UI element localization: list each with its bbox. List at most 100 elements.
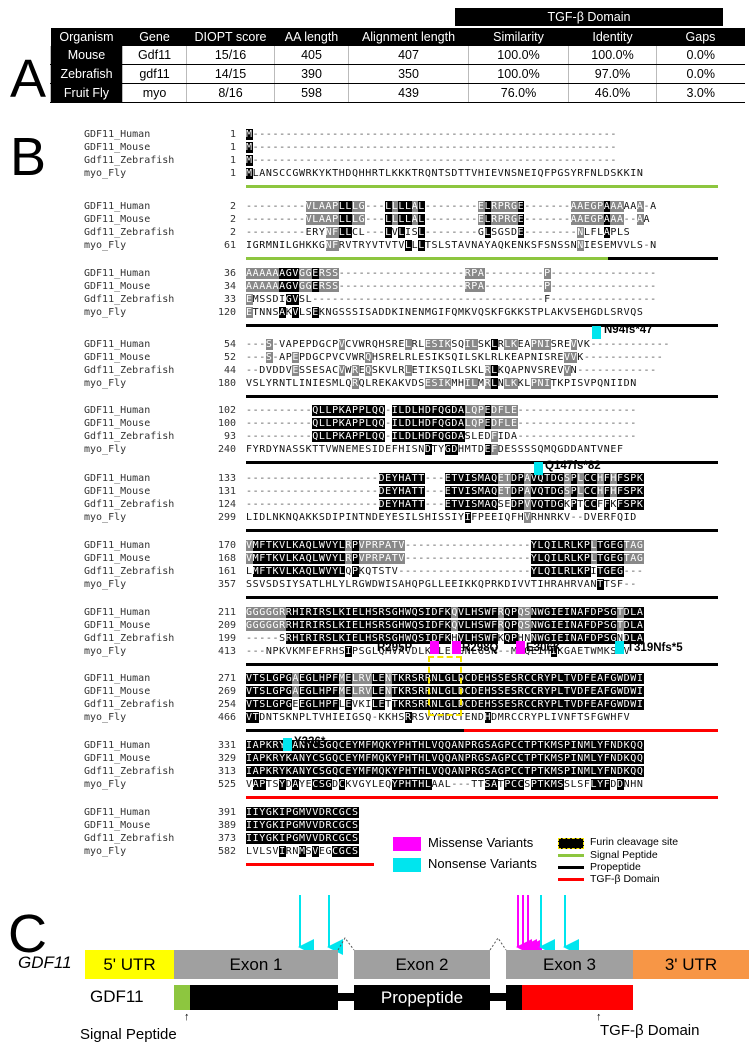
sequence-row: ----------QLLPKAPPLQQ-ILDLHDFQGDALQPEDFL… [246, 418, 637, 429]
cell: 3.0% [656, 83, 745, 103]
sequence-row: ---NPKVKMFEFRHSIPSGLQMVAVDLKSLEIGNLGSN--… [246, 646, 631, 657]
position-number: 120 [217, 307, 236, 318]
sequence-row: M---------------------------------------… [246, 142, 617, 153]
sequence-row: ----------QLLPKAPPLQQ-ILDLHDFQGDALQPEDFL… [246, 405, 637, 416]
species-label: GDF11_Mouse [84, 486, 151, 497]
species-label: GDF11_Human [84, 268, 151, 279]
species-label: GDF11_Human [84, 473, 151, 484]
cell: 0.0% [656, 46, 745, 65]
position-number: 180 [217, 378, 236, 389]
legend-tgf-swatch [558, 878, 584, 881]
col-diopt: DIOPT score [186, 28, 275, 46]
species-label: Gdf11_Zebrafish [84, 155, 175, 166]
species-label: GDF11_Human [84, 807, 151, 818]
position-number: 36 [223, 268, 236, 279]
annotation-t319: T319Nfs*5 [627, 642, 683, 654]
cell: 97.0% [568, 64, 657, 84]
position-number: 1 [229, 168, 236, 179]
col-identity: Identity [568, 28, 657, 46]
species-label: Gdf11_Zebrafish [84, 365, 175, 376]
position-number: 240 [217, 444, 236, 455]
cell: 407 [348, 46, 469, 65]
position-number: 299 [217, 512, 236, 523]
position-number: 54 [223, 339, 236, 350]
sequence-row: GGGGGRRHIRIRSLKIELHSRSGHWQSIDFKQVLHSWFRQ… [246, 607, 644, 618]
species-label: myo_Fly [84, 307, 127, 318]
col-aa-length: AA length [274, 28, 349, 46]
tgf-domain-arrow: ↑ [596, 1011, 602, 1023]
sequence-row: M---------------------------------------… [246, 129, 617, 140]
species-label: myo_Fly [84, 712, 127, 723]
sequence-row: VTSLGPGAEGLHPFMELRVLENTKRSRRNLGLDCDEHSSE… [246, 686, 644, 697]
cell: 100.0% [468, 64, 569, 84]
species-label: GDF11_Mouse [84, 281, 151, 292]
position-number: 389 [217, 820, 236, 831]
cell: 598 [274, 83, 349, 103]
sequence-row: LIDLNKNQAKKSDIPINTNDEYESILSHISSIYIFPEEIQ… [246, 512, 637, 523]
sequence-row: --------------------DEYHATT---ETVISMAQET… [246, 473, 644, 484]
sequence-row: IAPKRYKANYCSGQCEYMFMQKYPHTHLVQQANPRGSAGP… [246, 740, 644, 751]
intron-1-line [337, 937, 355, 951]
sequence-row: ---S-APEPDGCPVCVWRQHSRELRLESIKSQILSKLRLK… [246, 352, 664, 363]
annotation-r295: R295P [377, 642, 413, 654]
tgf-domain-bar [246, 863, 374, 866]
sequence-row: ---------VLAAPLLLG---LLLLAL--------ELRPR… [246, 201, 657, 212]
position-number: 254 [217, 699, 236, 710]
propeptide-bar [246, 729, 464, 732]
cell: myo [122, 83, 187, 103]
col-similarity: Similarity [468, 28, 569, 46]
position-number: 391 [217, 807, 236, 818]
species-label: GDF11_Mouse [84, 553, 151, 564]
position-number: 34 [223, 281, 236, 292]
col-organism: Organism [50, 28, 123, 46]
propeptide-segment-1 [190, 985, 338, 1010]
species-label: myo_Fly [84, 579, 127, 590]
legend-nonsense-swatch [393, 858, 421, 872]
species-label: Gdf11_Zebrafish [84, 431, 175, 442]
species-label: Gdf11_Zebrafish [84, 633, 175, 644]
species-label: GDF11_Mouse [84, 418, 151, 429]
annotation-y336: Y336* [294, 736, 326, 748]
cell: 100.0% [468, 46, 569, 65]
utr3-segment: 3' UTR [633, 950, 749, 979]
species-label: myo_Fly [84, 444, 127, 455]
cell: 439 [348, 83, 469, 103]
sequence-row: AAAAAAGVGGERSS-------------------RPA----… [246, 281, 657, 292]
position-number: 331 [217, 740, 236, 751]
sequence-row: M---------------------------------------… [246, 155, 617, 166]
species-label: GDF11_Mouse [84, 352, 151, 363]
ortholog-table: Organism Gene DIOPT score AA length Alig… [50, 28, 745, 103]
species-label: GDF11_Human [84, 201, 151, 212]
position-number: 131 [217, 486, 236, 497]
legend-nonsense-label: Nonsense Variants [428, 856, 537, 871]
species-label: Gdf11_Zebrafish [84, 294, 175, 305]
signal-peptide-arrow: ↑ [184, 1011, 190, 1023]
species-label: GDF11_Mouse [84, 753, 151, 764]
position-number: 211 [217, 607, 236, 618]
propeptide-bar [246, 596, 718, 599]
annotation-n94: N94fs*47 [604, 324, 653, 336]
cell: 8/16 [186, 83, 275, 103]
cell: 76.0% [468, 83, 569, 103]
sequence-row: AAAAAAGVGGERSS-------------------RPA----… [246, 268, 657, 279]
position-number: 52 [223, 352, 236, 363]
position-number: 525 [217, 779, 236, 790]
position-number: 1 [229, 155, 236, 166]
tgf-domain-group-header: TGF-β Domain [455, 8, 723, 26]
exon3-segment: Exon 3 [506, 950, 633, 979]
gene-name: GDF11 [18, 953, 72, 972]
sequence-row: LVLSVIRNMSVEGCGCS [246, 846, 359, 857]
cell: Mouse [50, 46, 123, 65]
position-number: 1 [229, 129, 236, 140]
legend-missense-swatch [393, 837, 421, 851]
species-label: GDF11_Human [84, 339, 151, 350]
species-label: GDF11_Human [84, 673, 151, 684]
sequence-row: ETNNSAKVLSEKNGSSSISADDKINENMGIFQMKVQSKFG… [246, 307, 644, 318]
tgf-domain-label: TGF-β Domain [600, 1022, 700, 1039]
sequence-row: --DVDDVESSESACVWREQSKVLRLETIKSQILSKLRLKQ… [246, 365, 657, 376]
position-number: 133 [217, 473, 236, 484]
signal-peptide-label: Signal Peptide [80, 1026, 177, 1043]
signal-peptide-bar [246, 257, 608, 260]
position-number: 357 [217, 579, 236, 590]
legend-propeptide-label: Propeptide [590, 861, 641, 873]
